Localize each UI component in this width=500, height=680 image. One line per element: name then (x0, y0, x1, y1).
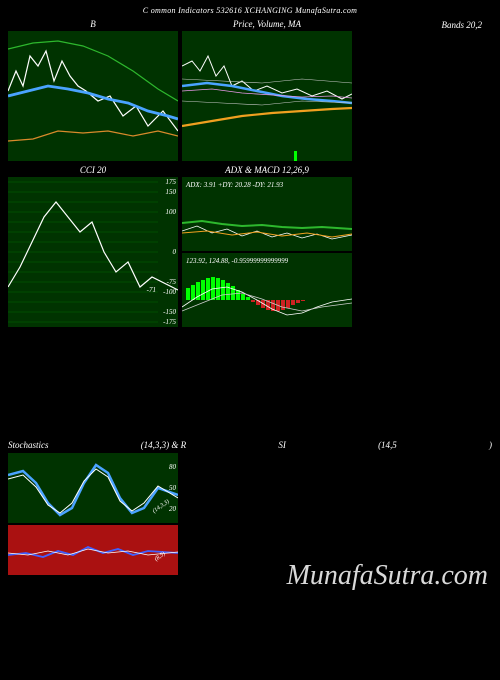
svg-text:-100: -100 (163, 288, 176, 296)
stoch-label-left: Stochastics (8, 440, 49, 450)
svg-text:123.92, 124.88, -0.95999999999: 123.92, 124.88, -0.95999999999999 (186, 257, 289, 265)
svg-text:ADX: 3.91 +DY: 20.28 -DY: 21.9: ADX: 3.91 +DY: 20.28 -DY: 21.93 (185, 181, 284, 189)
macd-chart: 123.92, 124.88, -0.95999999999999 (182, 253, 352, 327)
adx-macd-wrap: ADX & MACD 12,26,9 ADX: 3.91 +DY: 20.28 … (182, 163, 352, 327)
chart2-title: Price, Volume, MA (182, 17, 352, 31)
stoch-label-mid: (14,3,3) & R (141, 440, 187, 450)
svg-text:(14,3,3): (14,3,3) (151, 498, 171, 515)
header-center: ommon Indicators 532616 XCHANGING Munafa… (151, 6, 357, 15)
svg-text:-150: -150 (163, 308, 176, 316)
svg-text:0: 0 (173, 248, 177, 256)
svg-text:-71: -71 (147, 286, 156, 294)
svg-text:80: 80 (169, 463, 177, 471)
stoch-label-r2: (14,5 (378, 440, 397, 450)
cci-chart: 1751501000-75-100-150-175-71 (8, 177, 178, 327)
svg-text:20: 20 (169, 505, 177, 513)
chart1-wrap: B (8, 17, 178, 161)
rsi-chart: (8,5) (8, 525, 178, 575)
svg-text:-175: -175 (163, 318, 176, 326)
chart2 (182, 31, 352, 161)
svg-text:175: 175 (166, 178, 177, 186)
chart1-title: B (8, 17, 178, 31)
svg-text:100: 100 (166, 208, 177, 216)
adx-chart: ADX: 3.91 +DY: 20.28 -DY: 21.93 (182, 177, 352, 251)
stoch-label-r1: SI (278, 440, 286, 450)
cci-wrap: CCI 20 1751501000-75-100-150-175-71 (8, 163, 178, 327)
svg-text:50: 50 (169, 484, 177, 492)
bands-label: Bands 20,2 (442, 20, 483, 30)
adx-title: ADX & MACD 12,26,9 (182, 163, 352, 177)
svg-text:150: 150 (166, 188, 177, 196)
page-header: C ommon Indicators 532616 XCHANGING Muna… (0, 0, 500, 17)
chart1 (8, 31, 178, 161)
cci-title: CCI 20 (8, 163, 178, 177)
stoch-label-r3: ) (489, 440, 492, 450)
stoch-title-row: Stochastics (14,3,3) & R SI (14,5 ) (0, 437, 500, 453)
chart2-wrap: Price, Volume, MA (182, 17, 352, 161)
header-left: C (143, 6, 149, 15)
stoch-chart: 80 50 20(14,3,3) (8, 453, 178, 523)
